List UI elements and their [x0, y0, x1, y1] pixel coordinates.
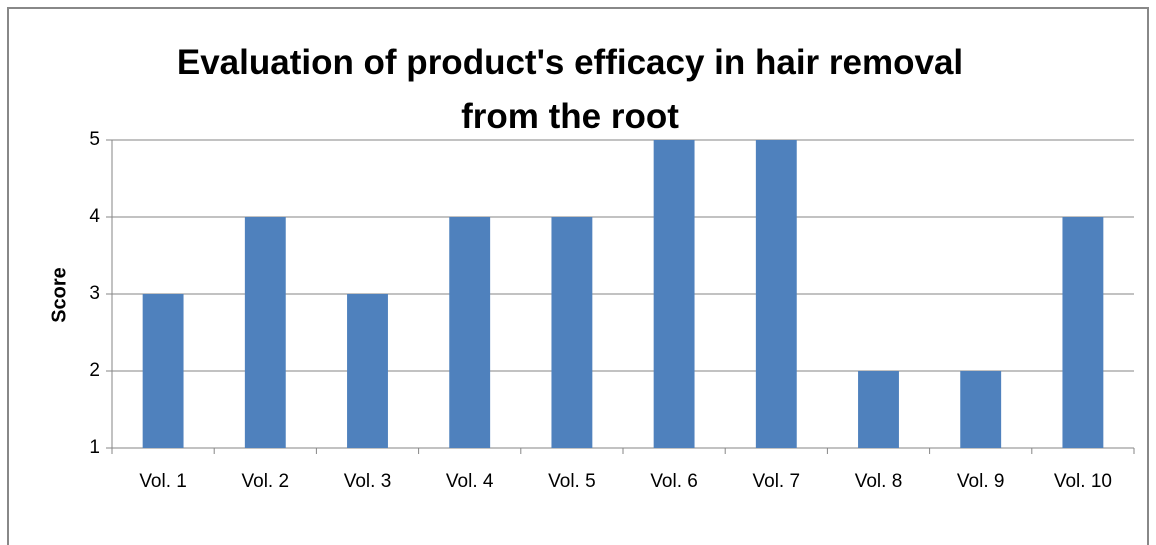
x-tick-label: Vol. 2: [242, 471, 290, 492]
x-tick-label: Vol. 8: [855, 471, 903, 492]
bar: [858, 371, 899, 448]
y-axis-label: Score: [48, 267, 70, 323]
y-tick-label: 1: [89, 437, 100, 458]
bar: [244, 217, 286, 448]
bar: [653, 140, 695, 448]
x-tick-label: Vol. 7: [753, 471, 801, 492]
chart-title: Evaluation of product's efficacy in hair…: [176, 43, 964, 136]
y-tick-label: 5: [89, 129, 100, 150]
bar: [347, 294, 388, 448]
bar: [142, 294, 184, 448]
y-tick-label: 2: [89, 360, 100, 381]
x-tick-label: Vol. 5: [548, 471, 596, 492]
x-tick-label: Vol. 4: [446, 471, 494, 492]
x-tick-label: Vol. 9: [957, 471, 1005, 492]
bar: [960, 371, 1002, 448]
x-tick-label: Vol. 1: [139, 471, 187, 492]
bar: [551, 217, 593, 448]
y-tick-label: 4: [89, 206, 100, 227]
bar: [1062, 217, 1104, 448]
x-tick-label: Vol. 10: [1054, 471, 1112, 492]
bar: [755, 140, 797, 448]
x-tick-label: Vol. 6: [650, 471, 698, 492]
bar: [449, 217, 491, 448]
x-tick-label: Vol. 3: [344, 471, 392, 492]
y-tick-label: 3: [89, 283, 100, 304]
